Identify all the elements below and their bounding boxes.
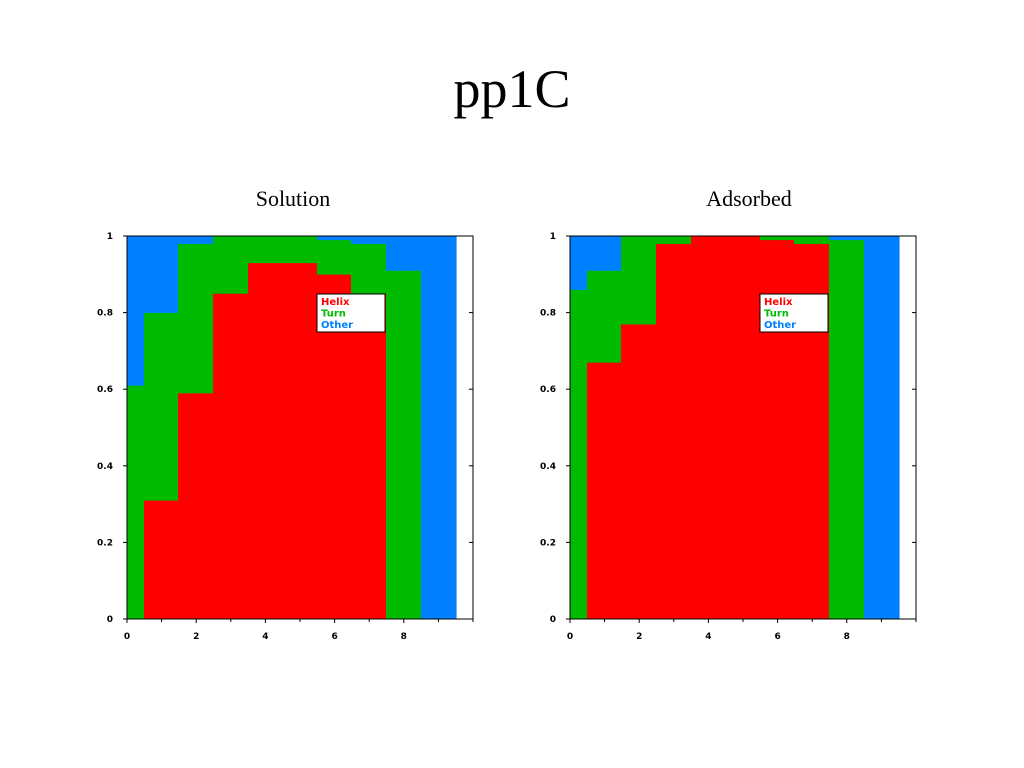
bar-segment-other-0 [570,236,589,290]
bar-segment-helix-3 [656,243,693,620]
legend-box [316,293,386,333]
bar-segment-helix-4 [248,262,284,620]
legend-entry-helix: Helix [764,297,793,308]
bar-segment-turn-6 [760,236,796,241]
x-tick-label: 2 [636,632,642,642]
legend-entry-turn: Turn [321,309,346,320]
bar-segment-other-1 [144,236,180,313]
slide-title: pp1C [453,59,571,119]
bar-segment-turn-4 [248,236,284,264]
x-tick-label: 0 [567,632,573,642]
bar-segment-helix-5 [282,262,319,620]
bar-segment-turn-1 [144,312,180,501]
legend-entry-helix: Helix [321,297,350,308]
legend-box [759,293,829,333]
bar-segment-helix-5 [725,236,762,620]
x-tick-label: 8 [401,632,407,642]
bar-segment-turn-7 [794,236,831,244]
bar-segment-other-8 [386,236,423,271]
bar-segment-helix-1 [144,500,180,620]
y-tick-label: 0.2 [97,538,113,548]
bar-segment-turn-2 [178,243,215,394]
bar-segment-turn-6 [317,239,353,275]
bar-segment-other-7 [351,236,388,244]
bar-segment-helix-1 [587,362,623,620]
chart-title-solution: Solution [255,186,331,211]
bar-segment-other-9 [421,236,457,620]
bar-segment-turn-3 [656,236,693,244]
chart-title-adsorbed: Adsorbed [706,186,792,211]
bar-segment-helix-4 [691,236,727,620]
y-tick-label: 0.8 [97,309,113,319]
bar-segment-other-0 [127,236,146,386]
bar-segment-turn-2 [621,236,658,325]
y-tick-label: 0.8 [540,309,556,319]
x-tick-label: 4 [262,632,268,642]
bar-segment-other-1 [587,236,623,271]
x-tick-label: 4 [705,632,711,642]
bar-segment-turn-5 [282,236,319,264]
y-tick-label: 0 [107,615,113,625]
y-tick-label: 0.2 [540,538,556,548]
x-tick-label: 2 [193,632,199,642]
y-tick-label: 1 [107,232,113,242]
bar-segment-helix-7 [351,293,388,620]
y-tick-label: 0.4 [97,462,113,472]
x-tick-label: 0 [124,632,130,642]
y-tick-label: 0.6 [540,385,556,395]
bar-segment-other-6 [317,236,353,241]
legend-entry-other: Other [321,320,353,331]
bar-segment-other-9 [864,236,900,620]
legend-entry-other: Other [764,320,796,331]
y-tick-label: 0.4 [540,462,556,472]
bar-segment-turn-0 [570,289,589,620]
bar-segment-turn-3 [213,236,250,294]
bar-segment-turn-8 [386,270,423,620]
x-tick-label: 6 [774,632,780,642]
bar-segment-other-8 [829,236,866,241]
bar-segment-other-2 [178,236,215,244]
x-tick-label: 6 [331,632,337,642]
bar-segment-helix-2 [178,393,215,620]
x-tick-label: 8 [844,632,850,642]
y-tick-label: 0 [550,615,556,625]
bar-segment-helix-2 [621,324,658,620]
legend-entry-turn: Turn [764,309,789,320]
bar-segment-turn-1 [587,270,623,363]
bar-segment-turn-0 [127,385,146,620]
bar-segment-helix-3 [213,293,250,620]
bar-segment-turn-8 [829,239,866,620]
bar-segment-turn-7 [351,243,388,294]
y-tick-label: 1 [550,232,556,242]
y-tick-label: 0.6 [97,385,113,395]
